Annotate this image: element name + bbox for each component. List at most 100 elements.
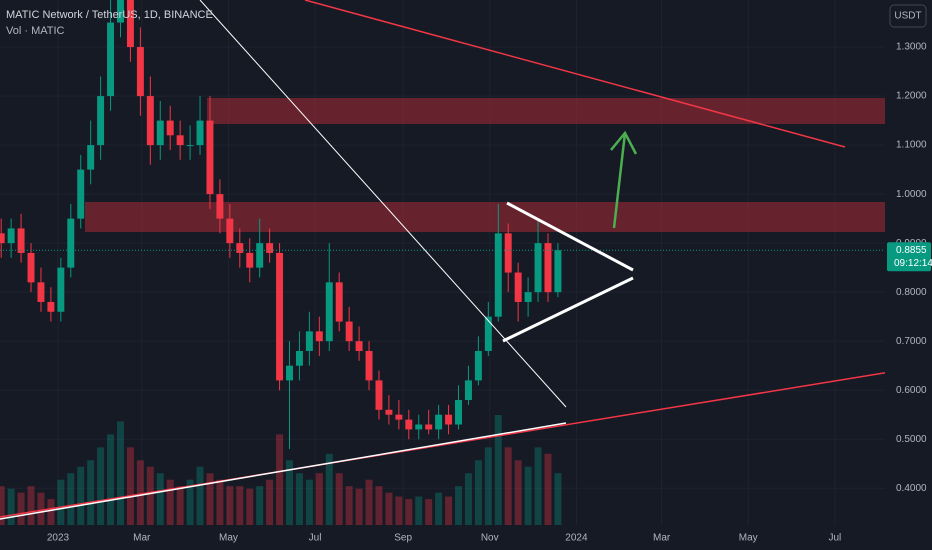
candle-body	[425, 424, 433, 430]
last-price-box	[887, 242, 931, 272]
candle-body	[544, 243, 552, 293]
candle-body	[107, 22, 115, 97]
volume-bar	[246, 488, 254, 525]
candle-body	[216, 194, 224, 219]
candle-body	[534, 243, 542, 293]
candle-body	[156, 120, 164, 146]
volume-bar	[47, 499, 55, 525]
candle-body	[176, 135, 184, 146]
volume-bar	[484, 447, 492, 525]
volume-bar	[146, 466, 154, 525]
y-tick-label: 1.0000	[896, 189, 927, 200]
candle-body	[345, 321, 353, 342]
currency-button[interactable]	[889, 4, 927, 28]
candle-body	[117, 0, 124, 23]
candles	[0, 0, 885, 450]
candle-body	[295, 350, 303, 366]
candle-body	[256, 243, 264, 268]
volume-bar	[395, 496, 403, 525]
volume-bar	[166, 479, 174, 525]
price-axis	[885, 0, 932, 550]
candle-body	[226, 218, 234, 244]
candle-body	[97, 96, 105, 146]
candle-body	[0, 233, 5, 244]
x-tick-label: May	[219, 533, 238, 544]
candle-body	[355, 341, 363, 351]
candle-body	[286, 365, 293, 381]
volume-bar	[17, 492, 25, 525]
volume-bar	[176, 486, 184, 525]
volume-bar	[445, 496, 453, 525]
volume-bar	[355, 488, 363, 525]
candle-body	[385, 409, 393, 415]
triangle-line	[506, 201, 634, 272]
candle-body	[57, 267, 65, 312]
candle-body	[136, 47, 144, 97]
candle-body	[236, 243, 244, 253]
candle-body	[67, 218, 75, 268]
chart-subtitle: Vol · MATIC	[6, 25, 65, 37]
candle-body	[47, 301, 55, 312]
volume-bar	[504, 447, 512, 525]
y-tick-label: 0.7000	[896, 336, 927, 347]
volume-bar	[524, 466, 532, 525]
volume-bar	[464, 473, 472, 525]
volume-bar	[107, 434, 115, 525]
volume-bar	[415, 496, 423, 525]
volume-bar	[136, 460, 144, 525]
volume-bar	[335, 473, 343, 525]
candle-body	[405, 419, 413, 430]
volume-bar	[514, 460, 522, 525]
volume-bar	[375, 486, 383, 525]
candle-body	[206, 120, 214, 195]
candle-body	[87, 145, 95, 170]
volume-bar	[37, 492, 45, 525]
candle-body	[455, 400, 462, 425]
volume-bar	[305, 479, 313, 525]
volume-bar	[87, 460, 95, 525]
volume-bar	[325, 453, 333, 525]
candle-body	[266, 243, 274, 253]
y-tick-label: 0.6000	[896, 385, 927, 396]
volume-bar	[435, 492, 443, 525]
x-tick-label: Jul	[309, 533, 322, 544]
volume-bar	[186, 479, 194, 525]
volume-bar	[385, 492, 393, 525]
volume-bar	[57, 479, 65, 525]
volume-bar	[494, 415, 502, 525]
volume-bar	[117, 421, 124, 525]
volume-bar	[196, 466, 204, 525]
candle-body	[126, 0, 134, 48]
volume-bar	[286, 460, 293, 525]
volume-bar	[256, 486, 264, 525]
y-tick-label: 0.8000	[896, 287, 927, 298]
candle-body	[554, 250, 562, 293]
currency-label[interactable]: USDT	[894, 11, 921, 22]
candle-body	[474, 350, 482, 381]
y-tick-label: 0.4000	[896, 483, 927, 494]
candle-body	[315, 331, 323, 342]
volume-bar	[27, 486, 35, 525]
candle-body	[246, 252, 254, 268]
candle-body	[514, 272, 522, 302]
axes: 0.40000.50000.60000.70000.80000.90001.00…	[47, 42, 932, 544]
candle-body	[415, 424, 423, 430]
x-tick-label: 2023	[47, 533, 70, 544]
candle-body	[325, 282, 333, 342]
x-tick-label: 2024	[565, 533, 588, 544]
candle-body	[395, 414, 403, 420]
volume-bar	[544, 453, 552, 525]
volume-bar	[0, 486, 5, 525]
volume-bar	[315, 473, 323, 525]
candle-body	[375, 380, 383, 410]
volume-bar	[266, 479, 274, 525]
candle-body	[335, 282, 343, 322]
chart-title: MATIC Network / TetherUS, 1D, BINANCE	[6, 9, 213, 21]
candle-body	[445, 414, 453, 425]
volume-bar	[67, 473, 75, 525]
y-tick-label: 1.3000	[896, 42, 927, 53]
candle-body	[146, 96, 154, 146]
x-tick-label: Mar	[653, 533, 671, 544]
